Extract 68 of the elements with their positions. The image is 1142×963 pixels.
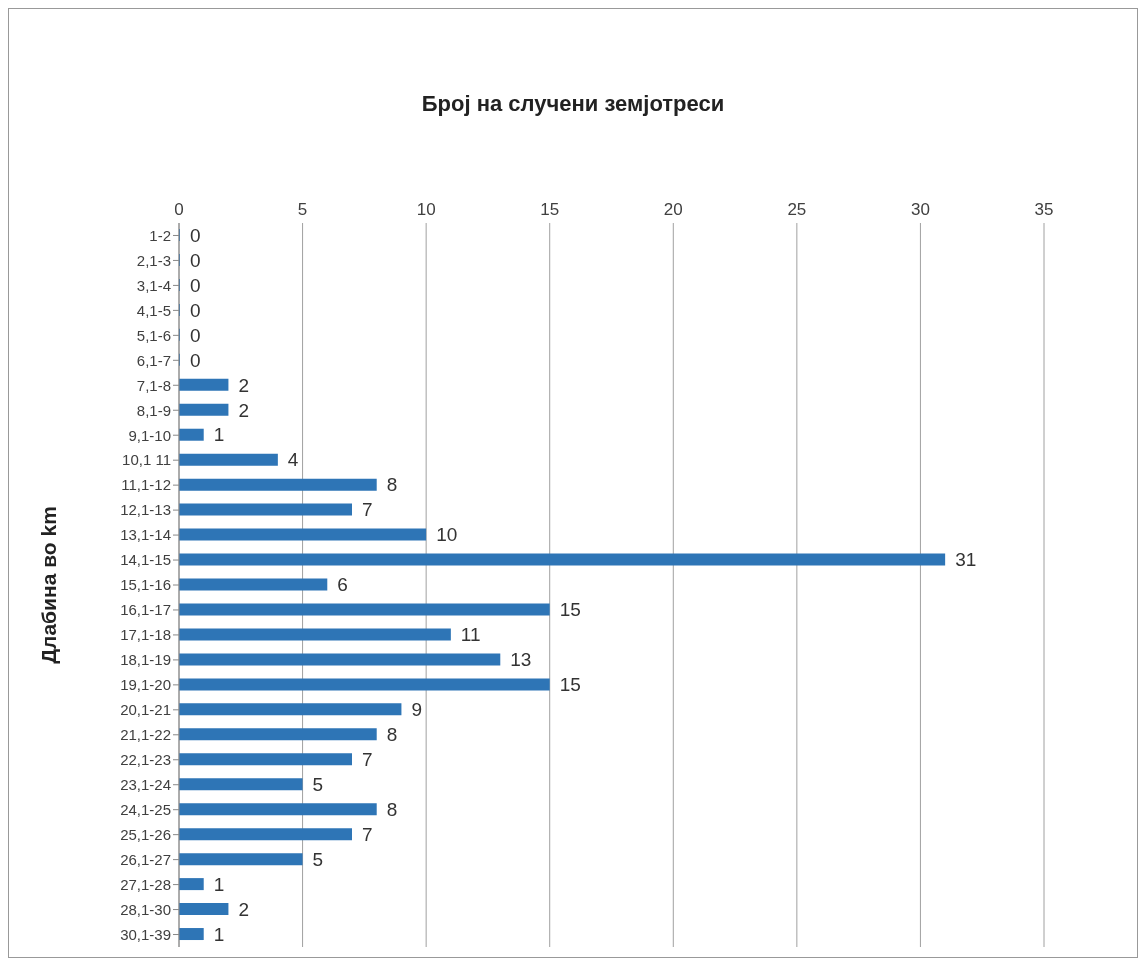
data-label: 0 bbox=[190, 274, 201, 296]
y-tick-label: 28,1-30 bbox=[120, 900, 171, 918]
y-tick-label: 17,1-18 bbox=[120, 626, 171, 644]
y-tick-label: 6,1-7 bbox=[136, 351, 171, 369]
x-tick-label: 5 bbox=[297, 200, 308, 219]
x-tick-label: 10 bbox=[416, 200, 436, 219]
x-tick-label: 15 bbox=[540, 200, 560, 219]
x-tick-label: 35 bbox=[1034, 200, 1054, 219]
data-label: 1 bbox=[213, 424, 225, 446]
y-tick-label: 14,1-15 bbox=[120, 551, 171, 569]
data-label: 7 bbox=[362, 823, 373, 845]
y-tick-label: 19,1-20 bbox=[120, 676, 171, 694]
data-label: 13 bbox=[510, 649, 532, 671]
y-tick-label: 8,1-9 bbox=[136, 401, 171, 419]
y-tick-label: 25,1-26 bbox=[120, 825, 171, 843]
x-tick-label: 20 bbox=[663, 200, 683, 219]
x-tick-label: 30 bbox=[910, 200, 930, 219]
y-tick-label: 16,1-17 bbox=[120, 601, 171, 619]
data-label: 7 bbox=[362, 499, 373, 521]
y-tick-label: 13,1-14 bbox=[120, 526, 171, 544]
data-label: 9 bbox=[411, 699, 423, 721]
data-label: 0 bbox=[190, 249, 201, 271]
data-label: 8 bbox=[386, 724, 398, 746]
data-label: 8 bbox=[386, 474, 398, 496]
data-label: 0 bbox=[190, 324, 201, 346]
data-label: 0 bbox=[190, 299, 201, 321]
y-tick-label: 26,1-27 bbox=[120, 850, 171, 868]
data-label: 15 bbox=[559, 674, 581, 696]
y-tick-label: 7,1-8 bbox=[136, 376, 171, 394]
data-label: 7 bbox=[362, 749, 373, 771]
y-tick-label: 12,1-13 bbox=[120, 501, 171, 519]
data-label: 1 bbox=[213, 873, 225, 895]
data-label: 5 bbox=[312, 773, 324, 795]
y-tick-label: 30,1-39 bbox=[120, 925, 171, 943]
data-label: 0 bbox=[190, 224, 201, 246]
data-label: 11 bbox=[460, 624, 481, 646]
data-label: 2 bbox=[238, 399, 250, 421]
data-label: 2 bbox=[238, 898, 250, 920]
data-label: 10 bbox=[436, 524, 458, 546]
y-tick-label: 20,1-21 bbox=[120, 701, 171, 719]
data-label: 2 bbox=[238, 374, 250, 396]
data-label: 1 bbox=[213, 923, 225, 945]
y-tick-label: 21,1-22 bbox=[120, 726, 171, 744]
y-tick-label: 2,1-3 bbox=[136, 251, 171, 269]
x-tick-label: 25 bbox=[787, 200, 807, 219]
data-label: 6 bbox=[337, 574, 348, 596]
y-tick-label: 22,1-23 bbox=[120, 751, 171, 769]
data-label: 15 bbox=[559, 599, 581, 621]
data-label: 31 bbox=[955, 549, 977, 571]
y-tick-label: 4,1-5 bbox=[136, 301, 171, 319]
data-label: 8 bbox=[386, 798, 398, 820]
y-tick-label: 9,1-10 bbox=[128, 426, 171, 444]
data-label: 5 bbox=[312, 848, 324, 870]
data-label: 0 bbox=[190, 349, 201, 371]
y-tick-label: 23,1-24 bbox=[120, 776, 171, 794]
y-tick-label: 24,1-25 bbox=[120, 801, 171, 819]
chart-title: Број на случени земјотреси bbox=[420, 91, 726, 117]
y-tick-label: 3,1-4 bbox=[136, 276, 171, 294]
y-tick-label: 1-2 bbox=[149, 226, 171, 244]
y-tick-label: 15,1-16 bbox=[120, 576, 171, 594]
y-axis-title: Длабина во km bbox=[37, 506, 61, 664]
y-tick-label: 5,1-6 bbox=[136, 326, 171, 344]
y-tick-label: 10,1 11 bbox=[122, 451, 171, 469]
y-tick-label: 27,1-28 bbox=[120, 875, 171, 893]
data-label: 4 bbox=[287, 449, 299, 471]
y-tick-label: 18,1-19 bbox=[120, 651, 171, 669]
y-tick-label: 11,1-12 bbox=[121, 476, 171, 494]
x-tick-label: 0 bbox=[174, 200, 184, 219]
